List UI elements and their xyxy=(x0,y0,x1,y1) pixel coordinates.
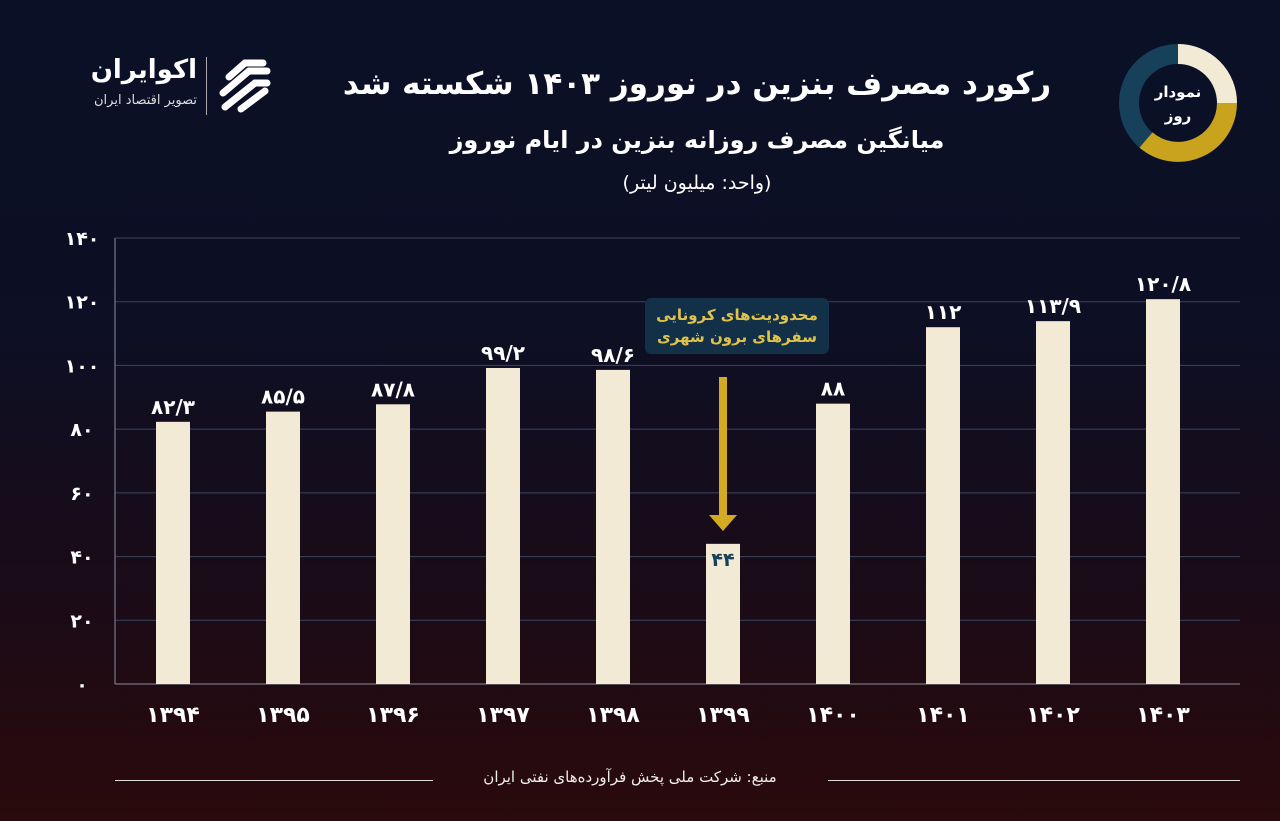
x-tick-label: ۱۴۰۳ xyxy=(1136,703,1190,728)
bar xyxy=(266,411,300,684)
y-tick-label: ۴۰ xyxy=(70,547,93,569)
logo-name: اکوایران xyxy=(90,55,197,85)
x-tick-label: ۱۴۰۰ xyxy=(806,703,860,728)
data-label: ۸۲/۳ xyxy=(151,395,195,419)
bar xyxy=(926,327,960,684)
bar xyxy=(486,367,520,684)
chart-subtitle: میانگین مصرف روزانه بنزین در ایام نوروز xyxy=(449,126,945,154)
data-label: ۴۴ xyxy=(711,549,734,571)
data-label: ۱۱۲ xyxy=(925,300,962,324)
bar xyxy=(376,404,410,684)
data-label: ۸۷/۸ xyxy=(371,377,415,401)
data-label: ۱۱۳/۹ xyxy=(1025,294,1081,318)
y-tick-label: ۱۰۰ xyxy=(65,355,100,377)
x-tick-label: ۱۳۹۹ xyxy=(696,703,750,728)
annotation-text: سفرهای برون شهری xyxy=(657,328,817,346)
source-note: منبع: شرکت ملی پخش فرآورده‌های نفتی ایرا… xyxy=(483,768,777,786)
x-tick-label: ۱۳۹۶ xyxy=(366,703,420,728)
annotation-box xyxy=(645,298,829,354)
x-tick-label: ۱۴۰۲ xyxy=(1026,703,1080,728)
logo-mark-icon xyxy=(219,59,271,113)
annotation-text: محدودیت‌های کرونایی xyxy=(656,306,818,324)
y-tick-label: ۶۰ xyxy=(70,483,93,505)
y-tick-label: ۸۰ xyxy=(70,419,93,441)
source-divider-left xyxy=(115,780,433,781)
bar xyxy=(156,421,190,684)
x-tick-label: ۱۳۹۵ xyxy=(256,703,310,728)
arrow-shaft xyxy=(719,377,727,517)
x-tick-label: ۱۴۰۱ xyxy=(916,703,970,728)
chart-title: رکورد مصرف بنزین در نوروز ۱۴۰۳ شکسته شد xyxy=(342,66,1052,102)
data-label: ۱۲۰/۸ xyxy=(1135,272,1191,296)
bar xyxy=(816,403,850,684)
bar xyxy=(1036,321,1070,684)
data-label: ۹۸/۶ xyxy=(591,343,635,367)
ecoiran-logo: اکوایران تصویر اقتصاد ایران xyxy=(50,55,275,117)
chart-of-day-badge-icon xyxy=(1119,44,1237,162)
data-label: ۸۸ xyxy=(821,377,845,401)
y-tick-label: ۰ xyxy=(76,674,88,696)
badge-text: نمودار روز xyxy=(1154,83,1202,125)
y-tick-label: ۱۴۰ xyxy=(65,228,100,250)
x-tick-label: ۱۳۹۴ xyxy=(146,703,200,728)
data-label: ۹۹/۲ xyxy=(481,341,525,365)
bar xyxy=(706,543,740,684)
x-tick-label: ۱۳۹۷ xyxy=(476,703,530,728)
bar xyxy=(1146,299,1180,684)
logo-tagline: تصویر اقتصاد ایران xyxy=(94,93,197,108)
x-tick-label: ۱۳۹۸ xyxy=(586,703,640,728)
y-tick-label: ۲۰ xyxy=(70,610,93,632)
source-divider-right xyxy=(828,780,1240,781)
bar xyxy=(596,369,630,684)
logo-divider xyxy=(206,57,207,115)
unit-label: (واحد: میلیون لیتر) xyxy=(622,172,772,194)
arrow-down-icon xyxy=(709,515,737,531)
y-tick-label: ۱۲۰ xyxy=(65,292,100,314)
data-label: ۸۵/۵ xyxy=(261,385,305,409)
